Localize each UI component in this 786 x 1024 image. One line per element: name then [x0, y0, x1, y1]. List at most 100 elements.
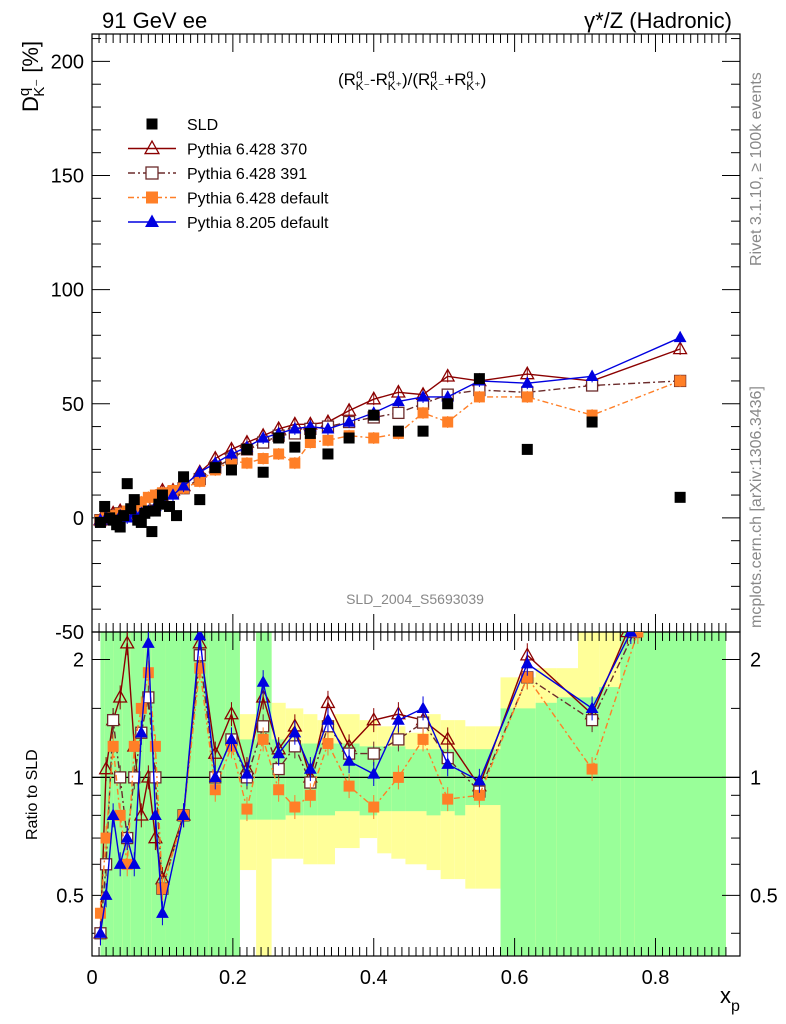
main-y-axis-label: DqK⁻ [%] [16, 41, 48, 112]
legend-marker [146, 191, 158, 204]
data-point [225, 455, 237, 467]
sld-data-point [273, 432, 285, 444]
ratio-point [520, 656, 534, 669]
data-point [193, 465, 207, 477]
ratio-point [94, 907, 106, 919]
legend-label: Pythia 6.428 391 [187, 166, 307, 183]
legend-label: SLD [187, 117, 218, 134]
ratio-point [392, 733, 405, 746]
legend: SLD Pythia 6.428 370 Pythia 6.428 391 Pythi… [128, 117, 329, 232]
series-line-2 [100, 380, 681, 521]
ratio-series-clipped [92, 632, 644, 946]
ratio-point [366, 711, 382, 726]
formula-annotation: (Rq K⁻-Rq K⁺)/(Rq K⁻+Rq K⁺) [338, 67, 486, 93]
ratio-point [342, 754, 356, 766]
sld-data-point [417, 425, 429, 437]
x-tick-label: 0.6 [501, 967, 529, 989]
data-point [417, 407, 429, 419]
rivet-label: Rivet 3.1.10, ≥ 100k events [748, 72, 765, 266]
legend-label: Pythia 8.205 default [187, 215, 329, 232]
data-point [368, 432, 380, 444]
axes: -50 0 50 100 150 200 0.5 0.5 1 1 2 2 0 0.2 0.4 0.6 0.8 [51, 34, 778, 989]
data-point [289, 457, 301, 469]
green-band-bin [578, 697, 600, 956]
sld-data-point [289, 441, 301, 453]
legend-marker [146, 118, 158, 130]
ratio-point [321, 713, 335, 725]
ratio-point [121, 858, 133, 870]
data-point [674, 375, 686, 387]
data-point [520, 376, 534, 388]
series-line-3 [100, 380, 681, 521]
ratio-point [156, 883, 168, 895]
ratio-line-1 [99, 632, 635, 934]
data-point [256, 431, 270, 443]
x-tick-label: 0 [86, 967, 97, 989]
sld-data-point [94, 516, 106, 528]
sld-data-point [322, 448, 334, 460]
ratio-series-layer [92, 632, 644, 946]
ratio-point [127, 857, 141, 869]
sld-data-point [392, 425, 404, 437]
main-y-tick-label: 100 [51, 280, 84, 302]
ratio-point [632, 632, 644, 638]
sld-data-point [178, 471, 190, 483]
green-band-bin [100, 632, 105, 956]
main-y-tick-label: 200 [51, 51, 84, 73]
sld-data-point [304, 427, 316, 439]
sld-data-point [121, 478, 133, 490]
sld-data-point [142, 505, 154, 517]
main-series-layer [92, 330, 688, 538]
header-right-title: γ*/Z (Hadronic) [584, 8, 732, 33]
ratio-y-tick-label-right: 0.5 [750, 885, 778, 907]
data-point [473, 391, 485, 403]
legend-marker [145, 214, 159, 228]
ratio-point [156, 906, 169, 918]
x-tick-label: 0.2 [219, 967, 247, 989]
ratio-point [256, 675, 270, 687]
ratio-point [147, 829, 163, 844]
data-point [257, 453, 269, 465]
data-point [416, 390, 430, 402]
green-band-bin [535, 702, 557, 956]
ratio-point [367, 767, 381, 779]
data-point [177, 479, 190, 491]
legend-marker [145, 166, 159, 180]
ratio-point [114, 771, 127, 784]
ratio-y-tick-label-left: 1 [73, 767, 84, 789]
green-band-bin [317, 743, 335, 816]
ratio-point [392, 713, 405, 725]
green-band-bin [285, 743, 304, 816]
ratio-point [368, 801, 380, 813]
data-point [440, 368, 456, 382]
green-band-bin [144, 632, 152, 956]
legend-label: Pythia 6.428 370 [187, 142, 307, 159]
legend-label: Pythia 6.428 default [187, 191, 329, 208]
ratio-point [99, 858, 113, 871]
ratio-point [133, 807, 149, 821]
ratio-point [100, 832, 112, 844]
data-point [194, 475, 206, 487]
ratio-point [440, 731, 456, 745]
ratio-point [272, 746, 286, 759]
ratio-point [416, 701, 430, 714]
sld-data-point [194, 494, 206, 506]
ratio-point [257, 733, 269, 745]
x-tick-label: 0.8 [642, 967, 670, 989]
ratio-bands [100, 632, 726, 956]
sld-data-point [257, 466, 269, 478]
sld-data-point [153, 498, 165, 510]
header-left-title: 91 GeV ee [102, 8, 207, 33]
ratio-point [441, 757, 455, 769]
ratio-point [114, 809, 126, 821]
ratio-point [141, 636, 155, 648]
ratio-point [113, 857, 127, 869]
green-band-bin [157, 632, 166, 956]
green-band-bin [634, 632, 726, 956]
analysis-watermark: SLD_2004_S5693039 [346, 591, 484, 607]
sld-data-point [146, 526, 158, 538]
ratio-point [367, 747, 380, 760]
ratio-point [209, 784, 221, 796]
green-band-bin [122, 632, 131, 956]
